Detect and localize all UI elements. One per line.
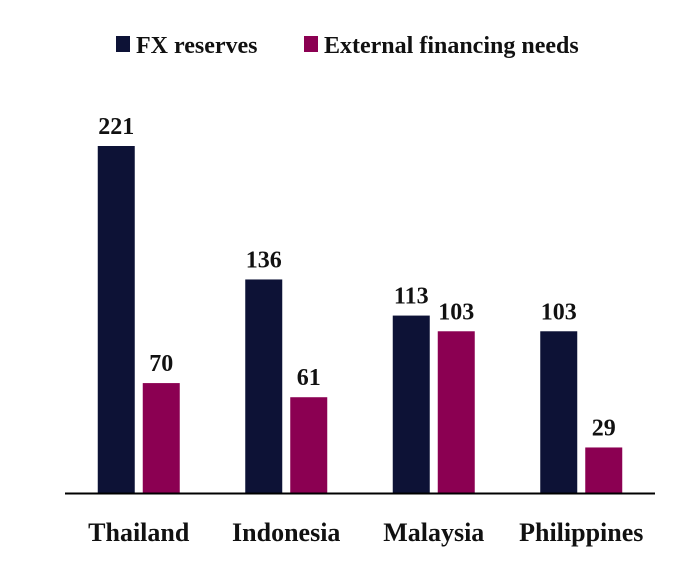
category-labels-group: Thailand Indonesia Malaysia Philippines <box>88 518 643 547</box>
category-label-malaysia: Malaysia <box>383 518 484 547</box>
category-label-indonesia: Indonesia <box>232 518 340 547</box>
bar-indonesia-fx-reserves <box>245 279 283 493</box>
category-label-philippines: Philippines <box>519 518 643 547</box>
value-labels-group: 221 70 136 61 113 103 103 29 <box>98 114 616 441</box>
legend-swatch-external-financing-needs <box>304 36 318 52</box>
bar-philippines-fx-reserves <box>540 331 578 493</box>
bar-malaysia-external-financing-needs <box>437 331 475 493</box>
bars-group <box>97 146 623 493</box>
value-label-indonesia-fx-reserves: 136 <box>246 247 282 273</box>
legend-label-external-financing-needs: External financing needs <box>324 33 579 59</box>
value-label-malaysia-external-financing-needs: 103 <box>438 299 474 325</box>
legend-label-fx-reserves: FX reserves <box>136 33 258 59</box>
bar-philippines-external-financing-needs <box>585 447 623 493</box>
value-label-philippines-external-financing-needs: 29 <box>592 415 616 441</box>
legend: FX reserves External financing needs <box>116 33 579 59</box>
category-label-thailand: Thailand <box>88 518 190 547</box>
value-label-thailand-external-financing-needs: 70 <box>149 351 173 377</box>
bar-indonesia-external-financing-needs <box>290 397 328 493</box>
bar-thailand-external-financing-needs <box>142 383 180 493</box>
value-label-malaysia-fx-reserves: 113 <box>394 284 429 310</box>
value-label-indonesia-external-financing-needs: 61 <box>297 365 321 391</box>
bar-thailand-fx-reserves <box>97 146 135 493</box>
value-label-thailand-fx-reserves: 221 <box>98 114 134 140</box>
bar-malaysia-fx-reserves <box>392 315 430 493</box>
value-label-philippines-fx-reserves: 103 <box>541 299 577 325</box>
legend-swatch-fx-reserves <box>116 36 130 52</box>
